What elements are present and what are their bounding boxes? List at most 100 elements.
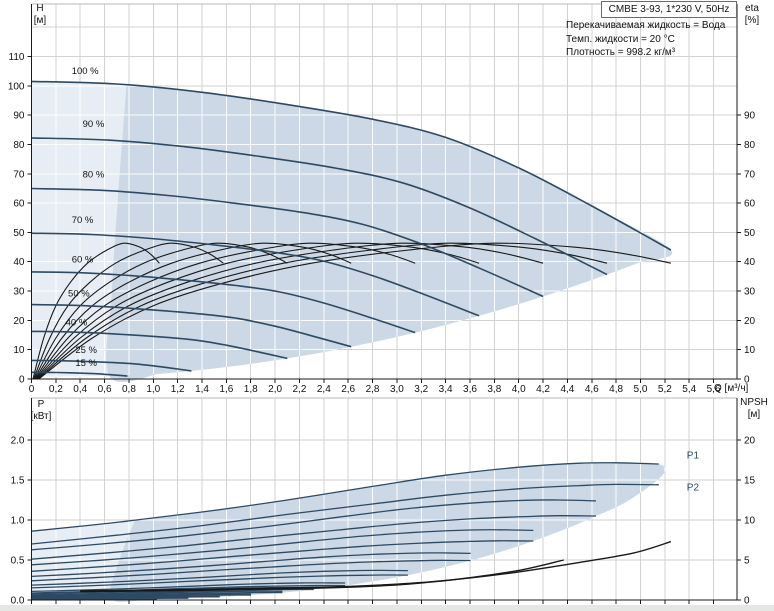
q-tick-label: 5,6 [707,384,721,395]
p1-curve-reduced [31,582,346,593]
eta-curve [33,242,224,380]
speed-label-25%: 25 % [75,345,97,356]
npsh-tick-label: 10 [744,516,756,527]
npsh-axis-label: NPSH [м] [736,397,772,421]
q-tick-label: 5,2 [658,384,672,395]
p-axis-label: P [кВт] [24,399,58,423]
bottom-edge-strip [0,605,774,611]
eta-curve [32,242,160,380]
eta-tick-label: 0 [744,375,750,386]
q-tick-label: 5,4 [682,384,696,395]
p1-curve-reduced [31,590,283,597]
q-tick-label: 3,6 [463,384,477,395]
info-line-temp: Темп. жидкости = 20 °C [566,33,675,45]
p1-curve-reduced [31,529,534,566]
speed-label-90%: 90 % [83,119,105,130]
qh-curve-70% [31,232,480,317]
eta-curve [35,242,416,380]
npsh-tick-label: 15 [744,476,756,487]
h-tick-label: 80 [13,140,25,151]
legend-title: CMBE 3-93, 1*230 V, 50Hz [608,4,730,15]
npsh-tick-label: 5 [744,556,750,567]
eta-axis-label: eta [%] [738,3,766,27]
h-axis-unit: [м] [33,15,47,26]
p2-curve-reduced [31,591,283,598]
ticks [27,55,741,604]
q-tick-label: 1,6 [219,384,233,395]
eta-tick-label: 20 [744,316,756,327]
q-tick-label: 4,8 [609,384,623,395]
h-tick-label: 50 [13,228,25,239]
eta-tick-label: 50 [744,228,756,239]
q-axis-label: Q [м³/ч] [714,383,749,394]
q-tick-label: 4,4 [560,384,574,395]
info-line-liquid: Перекачиваемая жидкость = Вода [566,20,726,31]
p2-curve-reduced [31,515,597,560]
speed-label-50%: 50 % [68,288,90,299]
envelope-dark-top [106,84,673,383]
info-line-density: Плотность = 998.2 кг/м³ [566,47,676,58]
eta-axis-quantity: eta [745,3,759,14]
p2-label: P2 [687,482,700,493]
h-tick-label: 20 [13,316,25,327]
q-tick-label: 2,8 [366,384,380,395]
h-tick-label: 110 [9,52,25,63]
h-tick-label: 10 [13,345,25,356]
p-tick-label: 1.5 [11,476,25,487]
npsh-tick-label: 20 [744,436,756,447]
legend-box: CMBE 3-93, 1*230 V, 50Hz [601,1,737,18]
speed-label-15%: 15 % [75,358,97,369]
eta-tick-label: 40 [744,257,756,268]
speed-label-60%: 60 % [72,254,94,265]
q-tick-label: 3,2 [414,384,428,395]
speed-label-70%: 70 % [72,215,94,226]
speed-label-80%: 80 % [83,169,105,180]
envelope-dark-bottom [109,462,666,602]
eta-curve [38,242,672,380]
eta-tick-label: 60 [744,199,756,210]
eta-tick-label: 90 [744,111,756,122]
npsh-curves [80,540,672,593]
eta-axis-unit: [%] [744,15,760,26]
h-axis-quantity: H [36,3,44,14]
p-tick-label: 2.0 [11,436,25,447]
q-tick-label: 5,0 [634,384,648,395]
p1-p2-labels: P1 P2 [687,450,700,493]
q-tick-label: 1,8 [244,384,258,395]
npsh-axis-unit: [м] [747,409,761,420]
eta-tick-label: 30 [744,287,756,298]
q-tick-label: 4,0 [512,384,526,395]
eta-tick-label: 70 [744,169,756,180]
speed-label-40%: 40 % [66,318,88,329]
qh-curve-15% [31,371,128,377]
operating-envelope-fill [31,81,673,602]
p-tick-label: 0.5 [11,556,25,567]
q-tick-label: 2,6 [341,384,355,395]
h-tick-label: 100 [8,81,25,92]
q-tick-label: 2,0 [268,384,282,395]
p1-curve-reduced [31,569,408,586]
speed-percent-labels: 100 % 90 % 80 % 70 % 60 % 50 % 40 % 25 % 15 % [66,66,105,369]
qh-curve-60% [31,271,416,334]
p-axis-quantity: P [37,399,45,410]
qh-curve-100% [31,80,672,251]
h-tick-label: 70 [13,169,25,180]
q-tick-label: 3,0 [390,384,404,395]
p2-curve-reduced [31,574,408,589]
eta-curve [36,242,480,380]
q-tick-label: 3,4 [439,384,453,395]
p-tick-label: 0.0 [11,596,25,607]
eta-tick-label: 10 [744,345,756,356]
npsh-curve [80,559,564,593]
q-tick-label: 0,4 [73,384,87,395]
p1-curve [31,462,659,532]
eta-curve [34,242,352,380]
eta-curve [37,242,608,380]
p2-curve [31,483,659,545]
q-tick-label: 2,2 [293,384,307,395]
qh-curve-40% [31,330,288,360]
h-axis-label: H [м] [28,3,52,27]
npsh-tick-label: 0 [744,596,750,607]
h-tick-label: 30 [13,287,25,298]
eta-curves [32,242,672,380]
